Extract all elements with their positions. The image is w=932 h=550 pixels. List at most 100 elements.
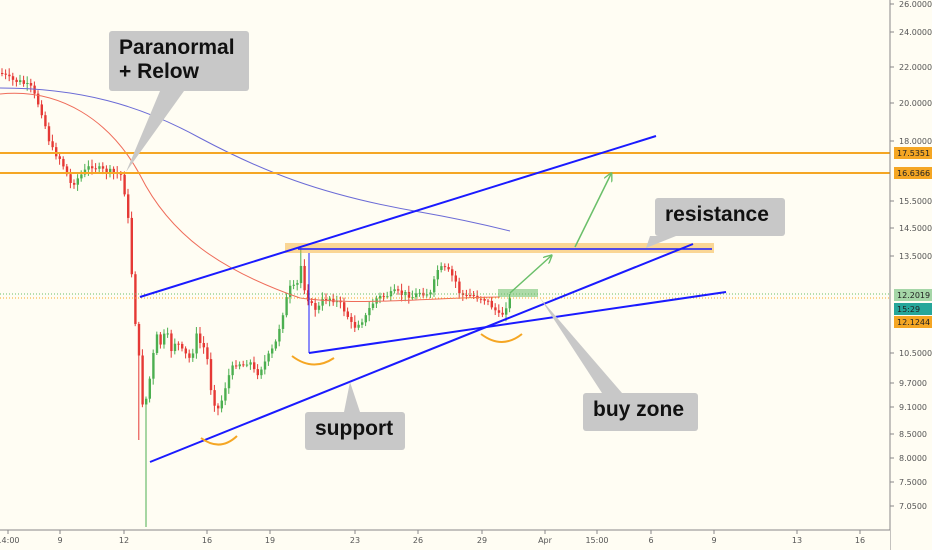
candle-body	[177, 343, 180, 345]
y-tick-label: 8.5000	[899, 430, 927, 439]
candle	[325, 293, 328, 305]
candle-body	[1, 73, 4, 74]
candle-body	[181, 343, 184, 349]
candle-body	[364, 315, 367, 323]
candle	[483, 296, 486, 305]
candle-body	[353, 321, 357, 328]
price-tag-bg	[894, 316, 932, 328]
moving-averages	[0, 87, 511, 303]
candle	[220, 395, 223, 413]
candle-body	[155, 334, 159, 353]
price-tag: 15:29	[894, 303, 932, 315]
x-tick-label: 23	[350, 536, 360, 545]
candle	[137, 321, 141, 440]
candle-body	[325, 298, 328, 301]
y-tick-label: 9.1000	[899, 403, 927, 412]
candle	[155, 331, 159, 355]
price-tag: 17.5351	[894, 147, 932, 159]
candle-body	[188, 353, 191, 358]
candle-body	[8, 74, 11, 77]
candle-body	[274, 341, 277, 349]
candle	[40, 100, 43, 119]
candle-body	[508, 297, 511, 309]
candle	[267, 350, 270, 366]
candle-body	[119, 173, 123, 175]
plot-area	[0, 0, 890, 550]
candle	[281, 312, 285, 333]
time-axis: 14:00 9 12 16 19 23 26 29 Apr 15:00 6 9 13 16	[0, 529, 890, 550]
candle-body	[148, 378, 151, 399]
candle-body	[80, 174, 83, 179]
candle-body	[11, 76, 15, 80]
candle	[159, 331, 162, 349]
candle	[166, 327, 169, 338]
candle-body	[242, 364, 245, 366]
callout-box	[655, 198, 785, 236]
candle-body	[371, 303, 375, 308]
candle-body	[15, 79, 18, 83]
candle-body	[368, 307, 371, 316]
candle	[173, 338, 177, 355]
callout-box	[109, 31, 249, 91]
y-tick-label: 13.5000	[899, 252, 932, 261]
candle	[292, 280, 295, 290]
candle	[19, 74, 22, 85]
candle-body	[40, 104, 43, 116]
candle	[343, 297, 346, 317]
candle-body	[47, 126, 51, 142]
time-axis-bg	[0, 530, 890, 550]
candle-body	[281, 315, 285, 329]
x-tick-label: 14:00	[0, 536, 20, 545]
candle-body	[343, 302, 346, 312]
candle-body	[350, 316, 353, 322]
buy-zone-box	[498, 289, 538, 297]
callout-text: support	[315, 417, 393, 440]
y-tick-label: 7.5000	[899, 478, 927, 487]
candle	[433, 276, 436, 297]
candle	[415, 288, 418, 300]
candle	[436, 265, 439, 287]
price-tag-bg	[894, 167, 932, 179]
candle	[253, 356, 256, 373]
candle	[141, 349, 144, 408]
candle	[350, 313, 353, 329]
candle-body	[191, 353, 195, 358]
candle-body	[505, 308, 508, 315]
callouts-layer: Paranormal+ Relow resistance support buy zo…	[109, 31, 785, 450]
candle-body	[292, 284, 295, 286]
candle-body	[202, 342, 205, 348]
y-tick-label: 20.0000	[899, 99, 932, 108]
price-axis: 26.0000 24.0000 22.0000 20.0000 18.0000 15.50…	[889, 0, 932, 550]
candle-body	[170, 333, 173, 352]
candle-body	[451, 269, 454, 276]
candle-body	[253, 362, 256, 370]
candle-body	[224, 388, 227, 401]
inner-support-trendline	[308, 291, 727, 354]
candle	[263, 355, 267, 375]
candle	[494, 303, 497, 316]
candle	[37, 90, 40, 108]
y-tick-label: 26.0000	[899, 0, 932, 9]
candle-body	[101, 166, 105, 169]
y-tick-label: 10.5000	[899, 349, 932, 358]
candle	[271, 344, 274, 359]
price-tag-label: 12.1244	[897, 318, 930, 327]
candle	[123, 171, 126, 197]
channel-upper-trendline	[139, 135, 657, 298]
callout-text: + Relow	[119, 60, 200, 83]
candle-body	[195, 333, 198, 354]
x-tick-label: 9	[57, 536, 62, 545]
candle	[321, 292, 324, 311]
candle-body	[447, 267, 450, 270]
x-tick-label: 13	[792, 536, 802, 545]
candle	[400, 283, 403, 302]
candle	[177, 341, 180, 351]
candle-body	[238, 364, 241, 367]
candle	[242, 360, 245, 368]
x-tick-label: 6	[648, 536, 653, 545]
candle-body	[22, 80, 25, 84]
candle	[418, 289, 421, 297]
x-tick-label: 9	[711, 536, 716, 545]
callout-resistance: resistance	[646, 198, 785, 248]
